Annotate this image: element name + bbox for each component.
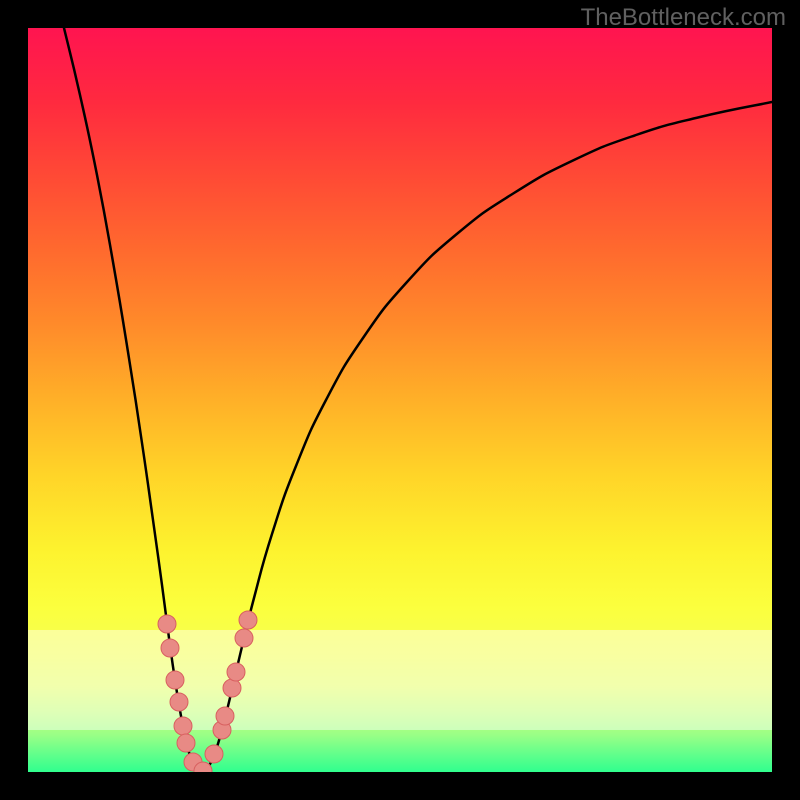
watermark-text: TheBottleneck.com bbox=[581, 4, 786, 32]
bottleneck-chart bbox=[0, 0, 800, 800]
data-marker bbox=[223, 679, 241, 697]
data-marker bbox=[161, 639, 179, 657]
data-marker bbox=[227, 663, 245, 681]
data-marker bbox=[166, 671, 184, 689]
data-marker bbox=[239, 611, 257, 629]
data-marker bbox=[177, 734, 195, 752]
data-marker bbox=[158, 615, 176, 633]
data-marker bbox=[205, 745, 223, 763]
data-marker bbox=[170, 693, 188, 711]
pale-band bbox=[28, 630, 772, 730]
data-marker bbox=[174, 717, 192, 735]
data-marker bbox=[235, 629, 253, 647]
data-marker bbox=[216, 707, 234, 725]
chart-container: TheBottleneck.com bbox=[0, 0, 800, 800]
